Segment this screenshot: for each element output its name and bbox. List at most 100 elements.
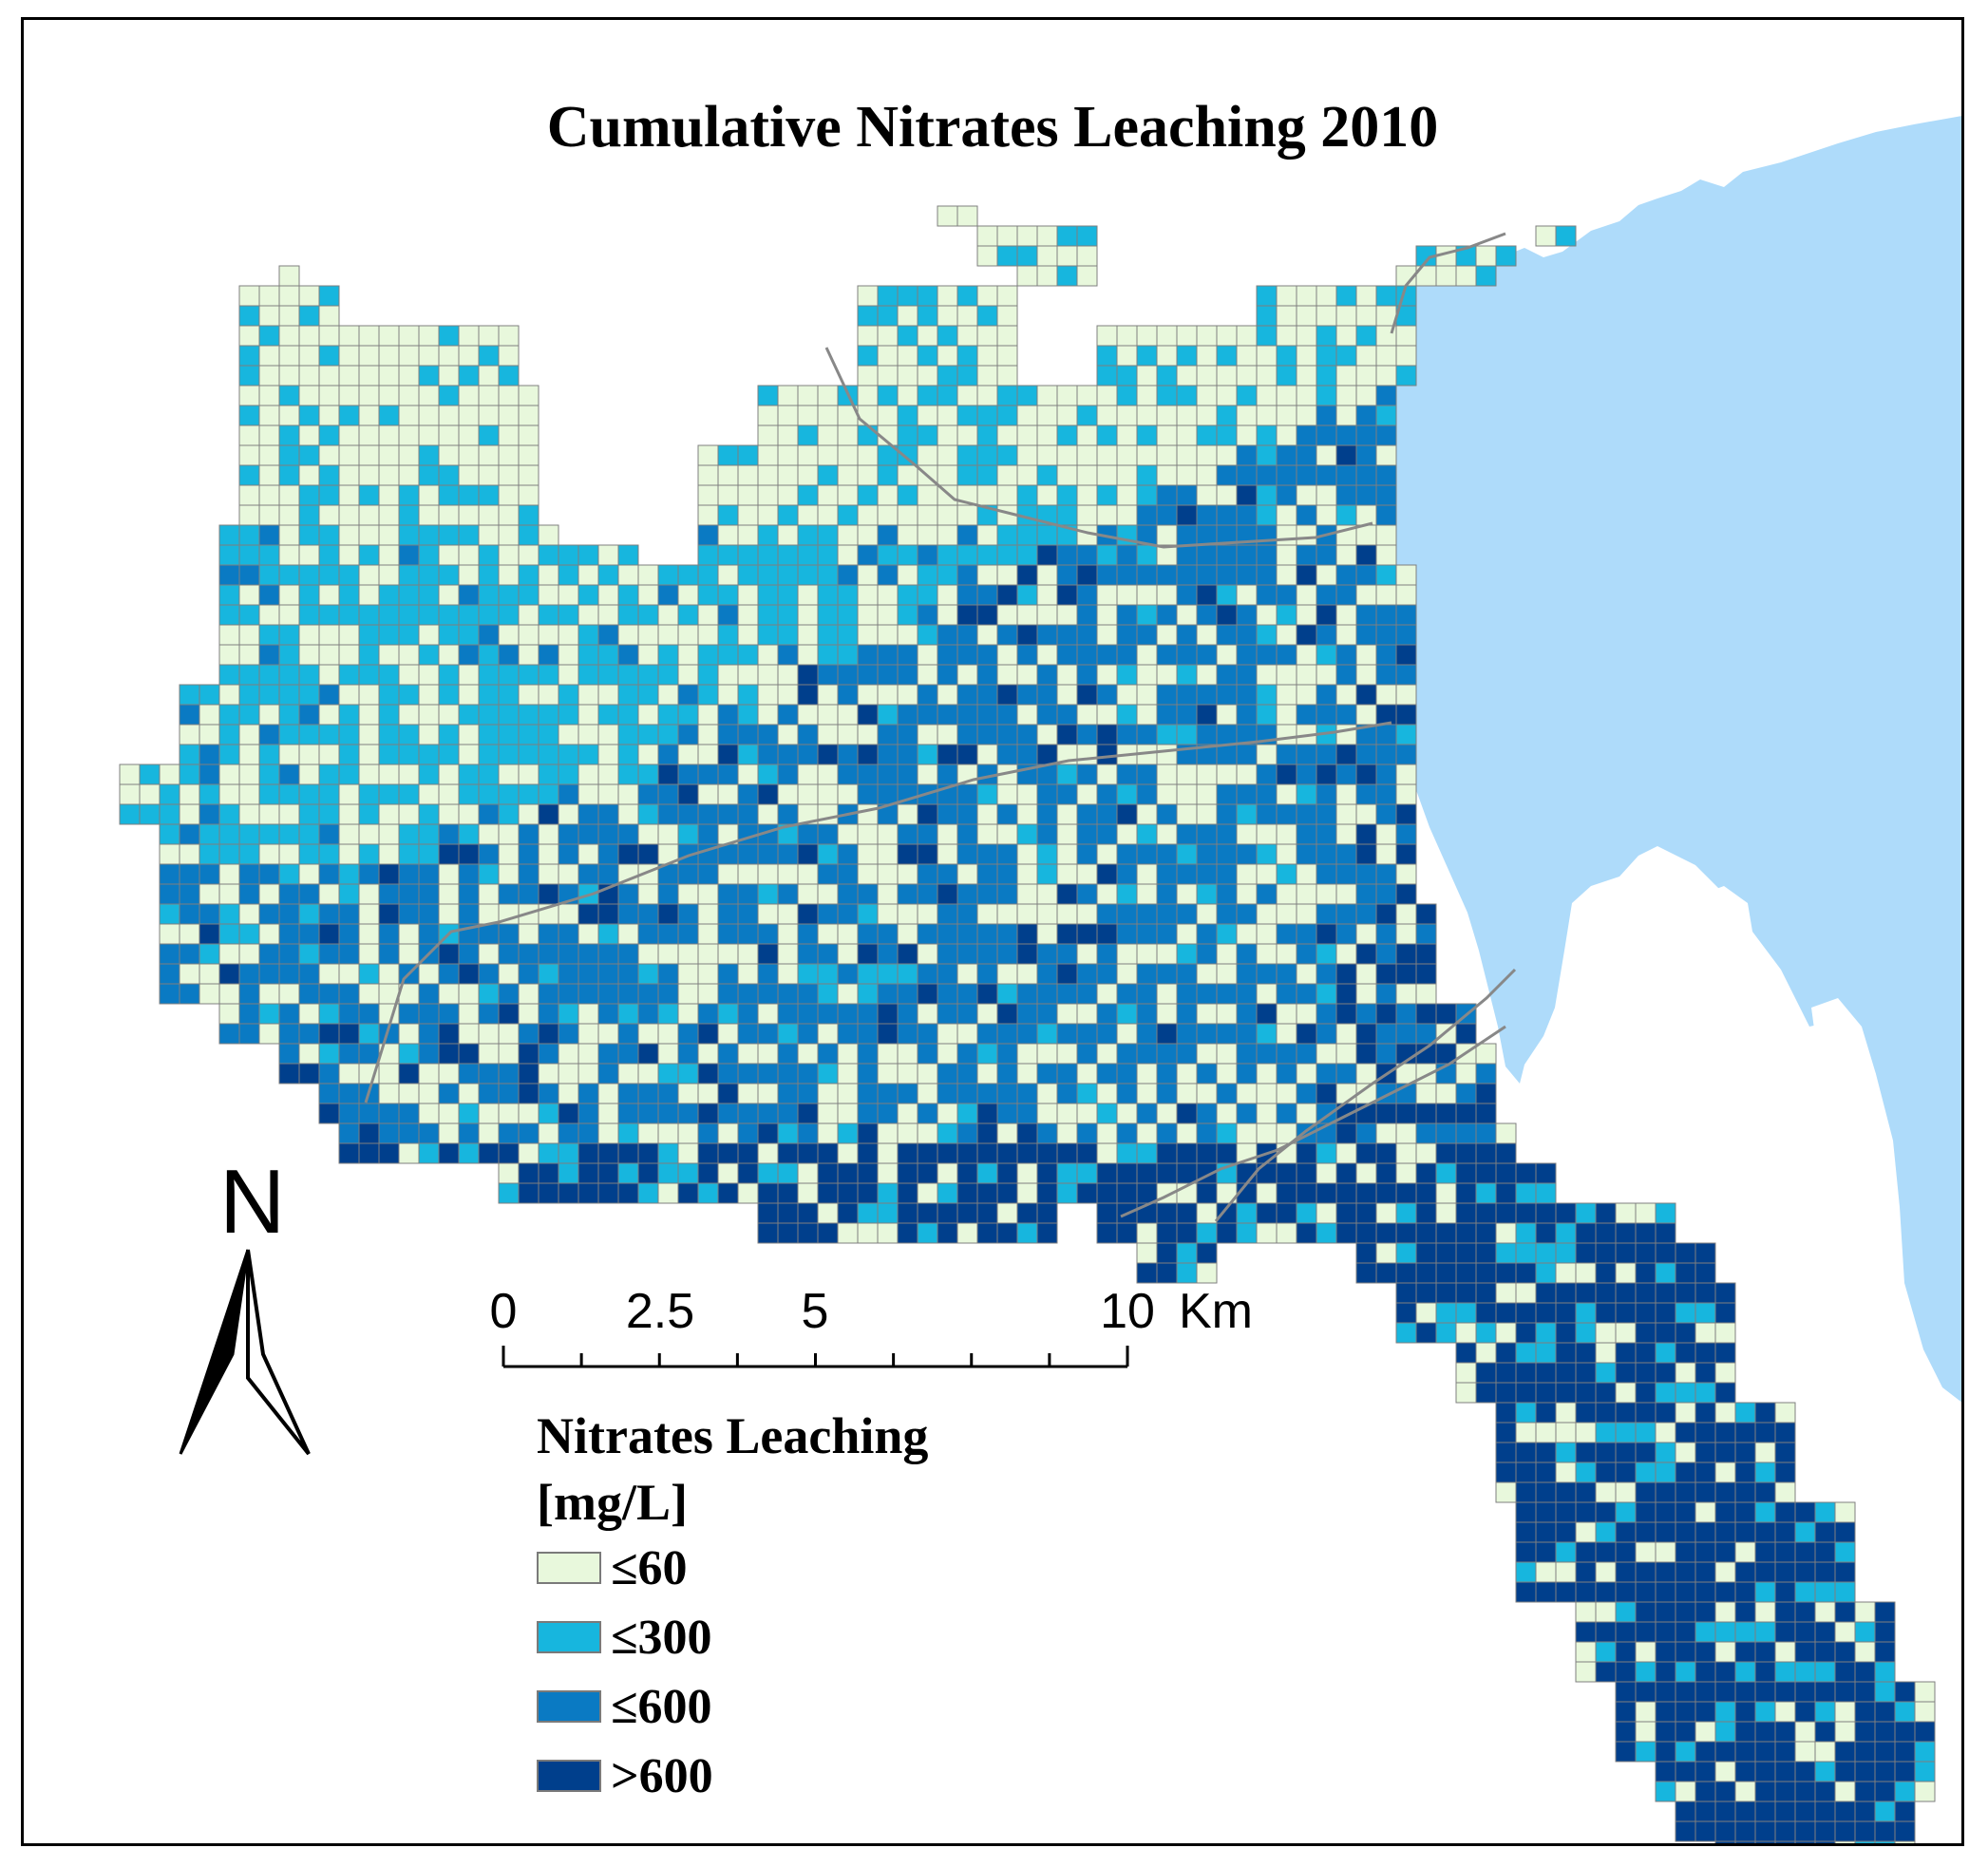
- road-line: [364, 721, 1392, 1103]
- grid-cell: [837, 744, 859, 765]
- grid-cell: [1415, 1142, 1437, 1164]
- grid-cell: [1096, 584, 1118, 606]
- grid-cell: [1096, 1122, 1118, 1144]
- grid-cell: [358, 424, 380, 446]
- grid-cell: [1096, 664, 1118, 686]
- grid-cell: [538, 584, 559, 606]
- grid-cell: [857, 644, 879, 666]
- grid-cell: [1236, 1023, 1258, 1045]
- grid-cell: [1914, 1701, 1936, 1723]
- grid-cell: [1515, 1501, 1537, 1523]
- grid-cell: [1276, 1182, 1297, 1204]
- grid-cell: [338, 544, 360, 566]
- grid-cell: [1455, 1023, 1477, 1045]
- grid-cell: [917, 325, 938, 347]
- grid-cell: [1256, 424, 1278, 446]
- grid-cell: [717, 1063, 739, 1084]
- grid-cell: [797, 684, 819, 706]
- grid-cell: [1894, 1721, 1916, 1743]
- grid-cell: [1894, 1741, 1916, 1763]
- grid-cell: [1096, 1103, 1118, 1124]
- grid-cell: [1176, 724, 1198, 745]
- grid-cell: [438, 983, 460, 1005]
- grid-cell: [318, 943, 340, 965]
- grid-cell: [1575, 1621, 1597, 1643]
- grid-cell: [996, 305, 1018, 327]
- grid-cell: [917, 1083, 938, 1104]
- grid-cell: [278, 365, 300, 387]
- grid-cell: [1714, 1561, 1736, 1583]
- grid-cell: [1495, 1142, 1517, 1164]
- grid-cell: [757, 1063, 779, 1084]
- grid-cell: [538, 823, 559, 845]
- grid-cell: [1874, 1741, 1896, 1763]
- grid-cell: [956, 724, 978, 745]
- grid-cell: [956, 1043, 978, 1065]
- grid-cell: [1016, 923, 1038, 945]
- grid-cell: [398, 1083, 420, 1104]
- grid-cell: [238, 704, 260, 726]
- grid-cell: [1176, 1222, 1198, 1244]
- grid-cell: [1774, 1501, 1796, 1523]
- grid-cell: [1296, 783, 1317, 805]
- grid-cell: [378, 405, 400, 426]
- grid-cell: [1036, 524, 1058, 546]
- grid-cell: [897, 1083, 918, 1104]
- grid-cell: [1196, 1003, 1218, 1025]
- grid-cell: [1216, 365, 1238, 387]
- grid-cell: [777, 644, 799, 666]
- grid-cell: [179, 983, 200, 1005]
- grid-cell: [837, 484, 859, 506]
- grid-cell: [558, 803, 579, 825]
- grid-cell: [218, 923, 240, 945]
- grid-cell: [1136, 863, 1158, 885]
- grid-cell: [258, 764, 280, 785]
- grid-cell: [737, 843, 759, 865]
- grid-cell: [1316, 823, 1337, 845]
- grid-cell: [278, 644, 300, 666]
- grid-cell: [757, 564, 779, 586]
- grid-cell: [1355, 1182, 1377, 1204]
- grid-cell: [617, 963, 639, 985]
- grid-cell: [1096, 803, 1118, 825]
- grid-cell: [837, 584, 859, 606]
- grid-cell: [1495, 1182, 1517, 1204]
- grid-cell: [956, 544, 978, 566]
- grid-cell: [897, 1063, 918, 1084]
- grid-cell: [697, 624, 719, 646]
- grid-cell: [318, 923, 340, 945]
- grid-cell: [458, 584, 480, 606]
- grid-cell: [1256, 903, 1278, 925]
- grid-cell: [877, 744, 899, 765]
- grid-cell: [1096, 983, 1118, 1005]
- grid-cell: [996, 1202, 1018, 1224]
- grid-cell: [1675, 1761, 1696, 1782]
- grid-cell: [1615, 1741, 1637, 1763]
- grid-cell: [1256, 1063, 1278, 1084]
- grid-cell: [1375, 644, 1397, 666]
- grid-cell: [717, 923, 739, 945]
- grid-cell: [1455, 1182, 1477, 1204]
- grid-cell: [1335, 444, 1357, 466]
- grid-cell: [518, 424, 540, 446]
- grid-cell: [1655, 1741, 1676, 1763]
- scale-label-2-5: 2.5: [625, 1284, 695, 1339]
- grid-cell: [1276, 963, 1297, 985]
- grid-cell: [438, 1003, 460, 1025]
- grid-cell: [1036, 405, 1058, 426]
- grid-cell: [1096, 564, 1118, 586]
- grid-cell: [1176, 325, 1198, 347]
- grid-cell: [1116, 664, 1138, 686]
- grid-cell: [1595, 1202, 1617, 1224]
- grid-cell: [1914, 1741, 1936, 1763]
- grid-cell: [577, 724, 599, 745]
- grid-cell: [1375, 943, 1397, 965]
- grid-cell: [1535, 1501, 1557, 1523]
- grid-cell: [1415, 1302, 1437, 1324]
- grid-cell: [1156, 464, 1178, 486]
- grid-cell: [498, 345, 520, 367]
- grid-cell: [398, 544, 420, 566]
- grid-cell: [298, 464, 320, 486]
- grid-cell: [657, 604, 679, 626]
- grid-cell: [717, 1003, 739, 1025]
